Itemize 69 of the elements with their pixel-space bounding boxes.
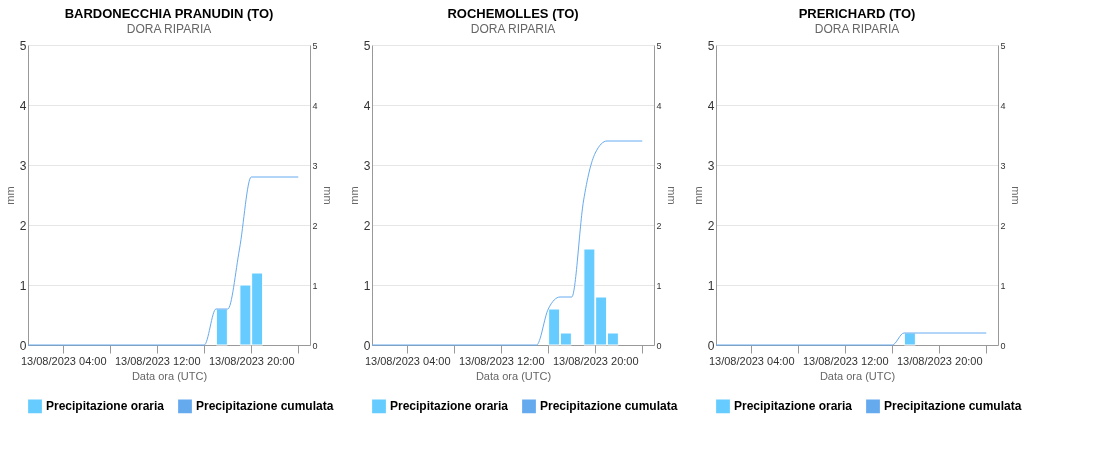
y2-tick-label: 3 (656, 160, 662, 171)
chart-subtitle: DORA RIPARIA (814, 22, 900, 36)
x-axis-title: Data ora (UTC) (819, 369, 896, 382)
x-tick-label: 13/08/2023 04:00 (708, 354, 795, 367)
y2-tick-label: 0 (656, 340, 662, 351)
chart-title: PRERICHARD (TO) (798, 6, 916, 21)
x-tick-label: 13/08/2023 04:00 (364, 354, 451, 367)
y2-tick-label: 0 (1000, 340, 1006, 351)
y-tick-label: 3 (707, 158, 715, 173)
y2-tick-label: 2 (656, 220, 662, 231)
y2-tick-label: 1 (656, 280, 662, 291)
chart-title: ROCHEMOLLES (TO) (447, 6, 579, 21)
legend-label: Precipitazione oraria (390, 399, 509, 414)
y-axis-title: mm (347, 186, 360, 205)
x-tick-label: 13/08/2023 04:00 (20, 354, 107, 367)
y-tick-label: 2 (707, 218, 715, 233)
y-tick-label: 0 (363, 338, 371, 353)
y-tick-label: 4 (363, 98, 371, 113)
chart-subtitle: DORA RIPARIA (470, 22, 556, 36)
x-tick-label: 13/08/2023 12:00 (458, 354, 545, 367)
y-tick-label: 3 (363, 158, 371, 173)
y-tick-label: 5 (363, 38, 371, 53)
y-tick-label: 1 (363, 278, 371, 293)
y-axis-title: mm (3, 186, 16, 205)
x-axis-title: Data ora (UTC) (475, 369, 552, 382)
x-tick-label: 13/08/2023 12:00 (802, 354, 889, 367)
y-tick-label: 4 (707, 98, 715, 113)
legend-label: Precipitazione cumulata (540, 399, 678, 414)
y-tick-label: 0 (707, 338, 715, 353)
x-axis-title: Data ora (UTC) (131, 369, 208, 382)
y2-tick-label: 1 (312, 280, 318, 291)
y2-axis-title: mm (321, 186, 334, 205)
y2-tick-label: 3 (312, 160, 318, 171)
y-tick-label: 5 (19, 38, 27, 53)
x-tick-label: 13/08/2023 20:00 (208, 354, 295, 367)
y2-tick-label: 4 (656, 100, 662, 111)
y2-tick-label: 5 (656, 40, 662, 51)
legend-label: Precipitazione oraria (46, 399, 165, 414)
x-tick-label: 13/08/2023 20:00 (896, 354, 983, 367)
y2-tick-label: 1 (1000, 280, 1006, 291)
chart-subtitle: DORA RIPARIA (126, 22, 212, 36)
y-tick-label: 2 (19, 218, 27, 233)
x-tick-label: 13/08/2023 12:00 (114, 354, 201, 367)
y-tick-label: 3 (19, 158, 27, 173)
y2-tick-label: 0 (312, 340, 318, 351)
y-tick-label: 1 (19, 278, 27, 293)
y2-tick-label: 5 (1000, 40, 1006, 51)
y2-axis-title: mm (665, 186, 678, 205)
y-tick-label: 2 (363, 218, 371, 233)
y-tick-label: 0 (19, 338, 27, 353)
legend-label: Precipitazione cumulata (196, 399, 334, 414)
y2-axis-title: mm (1009, 186, 1022, 205)
y2-tick-label: 2 (1000, 220, 1006, 231)
y2-tick-label: 4 (1000, 100, 1006, 111)
line-series (27, 176, 299, 346)
y-tick-label: 4 (19, 98, 27, 113)
y-axis-title: mm (691, 186, 704, 205)
chart-title: BARDONECCHIA PRANUDIN (TO) (64, 6, 274, 21)
y-tick-label: 1 (707, 278, 715, 293)
bar (215, 308, 228, 346)
legend-label: Precipitazione oraria (734, 399, 853, 414)
line-series (371, 140, 643, 346)
y2-tick-label: 4 (312, 100, 318, 111)
y2-tick-label: 5 (312, 40, 318, 51)
legend-label: Precipitazione cumulata (884, 399, 1022, 414)
y2-tick-label: 2 (312, 220, 318, 231)
x-tick-label: 13/08/2023 20:00 (552, 354, 639, 367)
y2-tick-label: 3 (1000, 160, 1006, 171)
y-tick-label: 5 (707, 38, 715, 53)
